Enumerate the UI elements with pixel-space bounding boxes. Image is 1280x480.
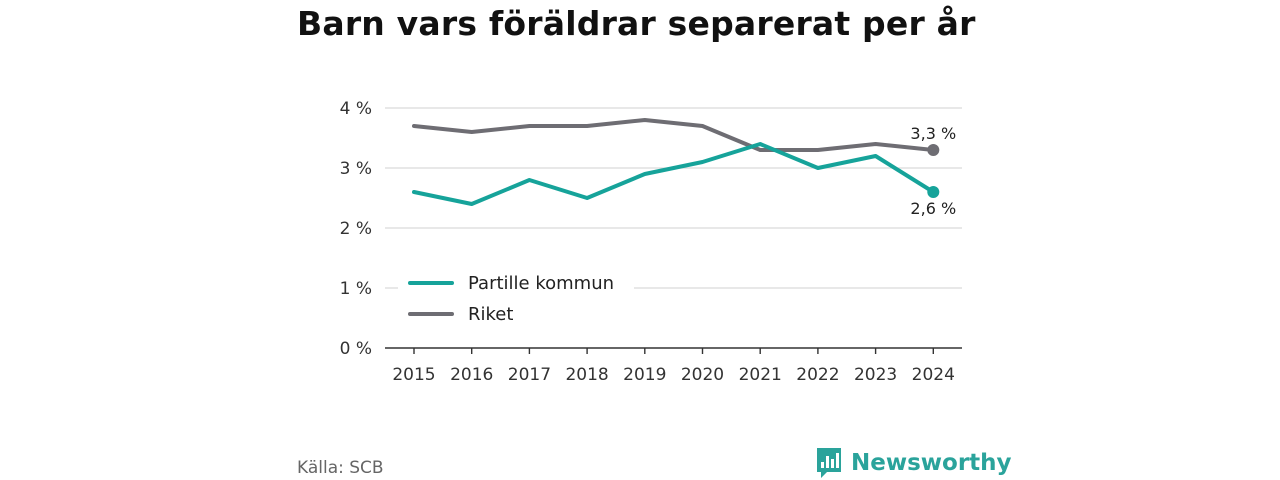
x-tick-label: 2019 — [623, 365, 666, 385]
x-tick-label: 2016 — [450, 365, 493, 385]
series-line-riket — [412, 118, 936, 152]
x-tick-label: 2018 — [565, 365, 608, 385]
x-tick-label: 2017 — [508, 365, 551, 385]
series-line-partille-kommun — [412, 142, 936, 206]
chart-title: Barn vars föräldrar separerat per år — [297, 4, 976, 43]
end-point-marker — [927, 144, 940, 156]
brand-name: Newsworthy — [851, 450, 1012, 476]
legend-background — [398, 262, 634, 334]
x-tick-label: 2021 — [739, 365, 782, 385]
y-tick-label: 4 % — [340, 99, 372, 119]
newsworthy-logo-icon — [817, 448, 841, 478]
x-tick-label: 2022 — [796, 365, 839, 385]
y-tick-label: 2 % — [340, 219, 372, 239]
y-tick-label: 3 % — [340, 159, 372, 179]
x-tick-label: 2015 — [392, 365, 435, 385]
y-tick-label: 1 % — [340, 279, 372, 299]
end-value-label: 2,6 % — [910, 199, 956, 218]
y-tick-label: 0 % — [340, 339, 372, 359]
end-point-marker — [927, 186, 940, 198]
legend-label: Partille kommun — [468, 273, 614, 294]
x-tick-label: 2023 — [854, 365, 897, 385]
end-value-label: 3,3 % — [910, 124, 956, 143]
line-chart: 0 % 1 % 2 % 3 % 4 % 2015 2016 2017 2018 2019 2020… — [340, 99, 962, 385]
legend-label: Riket — [468, 304, 513, 325]
x-tick-label: 2024 — [912, 365, 955, 385]
source-note: Källa: SCB — [297, 458, 384, 478]
brand-logo: Newsworthy — [815, 446, 1012, 480]
x-tick-label: 2020 — [681, 365, 724, 385]
